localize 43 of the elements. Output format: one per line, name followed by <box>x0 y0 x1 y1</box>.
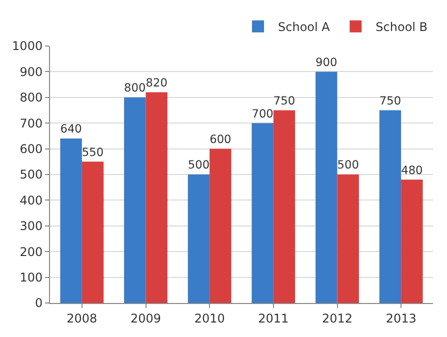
x-tick-label: 2009 <box>130 311 162 326</box>
y-tick-label: 100 <box>20 270 43 284</box>
x-tick-label: 2013 <box>386 311 416 326</box>
y-tick-label: 0 <box>34 296 43 310</box>
legend-label: School A <box>278 20 331 34</box>
y-tick-label: 1000 <box>12 39 43 54</box>
y-tick-label: 500 <box>20 168 43 182</box>
bar <box>60 138 82 303</box>
data-label: 500 <box>337 158 359 172</box>
data-label: 600 <box>210 132 232 146</box>
bar <box>82 162 104 303</box>
bar <box>210 148 232 303</box>
data-label: 550 <box>82 144 104 159</box>
bar <box>316 72 338 303</box>
bar <box>188 174 210 303</box>
x-tick-label: 2012 <box>322 311 353 326</box>
data-label: 820 <box>146 75 168 90</box>
data-label: 500 <box>188 158 210 172</box>
x-tick-label: 2011 <box>258 311 289 326</box>
data-label: 700 <box>252 106 274 120</box>
y-tick-label: 700 <box>20 116 43 130</box>
x-tick-label: 2010 <box>194 311 225 326</box>
y-tick-label: 300 <box>20 219 43 234</box>
bar <box>401 180 423 303</box>
bar <box>124 97 146 303</box>
y-tick-label: 600 <box>20 142 43 156</box>
bar <box>273 110 296 303</box>
legend-label: School B <box>376 20 428 34</box>
data-label: 750 <box>273 93 296 108</box>
bar <box>252 123 274 303</box>
bar <box>337 174 359 303</box>
x-tick-label: 2008 <box>66 311 98 326</box>
data-label: 480 <box>401 162 423 177</box>
y-tick-label: 400 <box>20 193 43 208</box>
y-tick-label: 200 <box>20 244 43 259</box>
y-tick-label: 800 <box>20 90 43 105</box>
data-label: 800 <box>124 80 146 95</box>
bar <box>146 92 168 303</box>
data-label: 640 <box>60 122 82 136</box>
data-label: 750 <box>379 93 402 108</box>
y-tick-label: 900 <box>20 64 43 79</box>
data-label: 900 <box>316 54 338 69</box>
bar <box>379 110 402 303</box>
